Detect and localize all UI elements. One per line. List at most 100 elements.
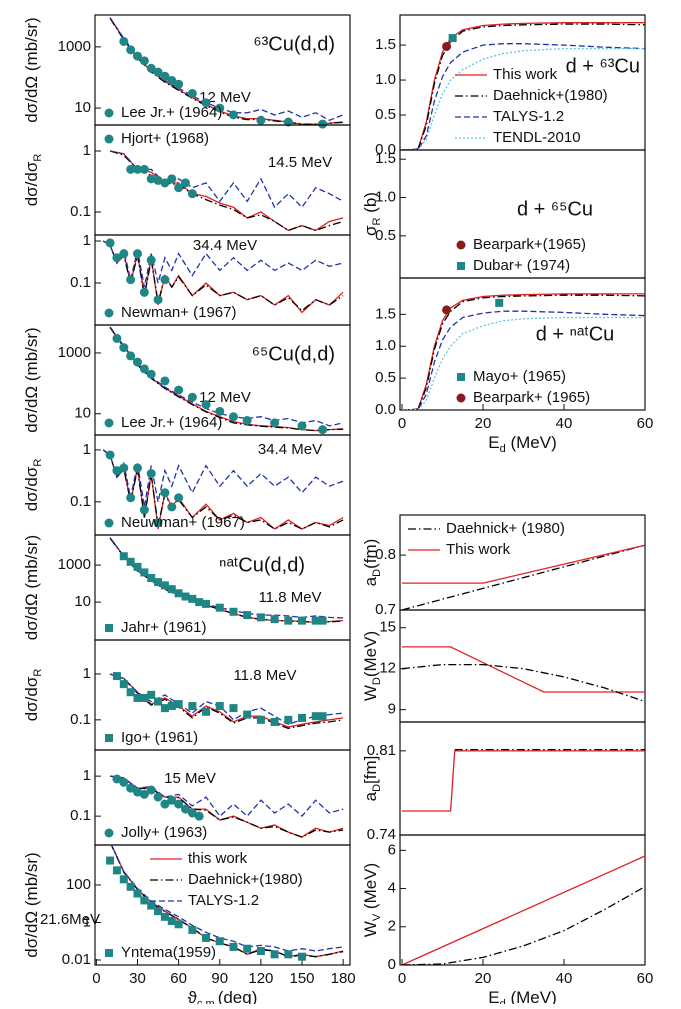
marker xyxy=(154,697,163,706)
marker xyxy=(146,369,156,379)
y-axis-label: dσ/dσR xyxy=(22,459,43,512)
energy-label: 11.8 MeV xyxy=(233,667,296,684)
y-tick-label: 10 xyxy=(74,405,91,422)
marker xyxy=(133,249,142,259)
legend-marker xyxy=(104,418,114,428)
y-tick-label: 15 xyxy=(379,619,396,636)
label-part: R xyxy=(32,459,44,467)
y-axis-label: WD(MeV) xyxy=(361,631,382,701)
label-part: (MeV) xyxy=(506,433,557,452)
panel: 0.5 1.0 1.5 d + ⁶⁵Cu σR (b) xyxy=(361,149,646,279)
y-axis-label: dσ/dΩ (mb/sr) xyxy=(22,17,41,122)
y-tick-label: 9 xyxy=(388,701,396,718)
marker xyxy=(174,589,183,598)
marker xyxy=(146,469,156,479)
marker xyxy=(140,896,149,905)
y-tick-label: 1 xyxy=(83,913,91,930)
legend-label: This work xyxy=(446,541,511,558)
legend-label: Daehnick+(1980) xyxy=(188,871,303,888)
y-axis-label: dσ/dΩ (mb/sr) xyxy=(22,535,41,640)
legend-marker xyxy=(456,240,466,250)
energy-label: 15 MeV xyxy=(164,770,216,787)
curve xyxy=(402,43,645,150)
label-part: (MeV) xyxy=(361,863,380,914)
y-tick-label: 0.0 xyxy=(375,401,396,418)
marker xyxy=(180,804,190,814)
energy-label: 11.8 MeV xyxy=(258,589,321,606)
marker xyxy=(297,421,307,431)
curve xyxy=(402,316,645,410)
y-axis-label: aD(fm) xyxy=(361,539,382,587)
legend-marker xyxy=(105,624,113,632)
label-part: (b) xyxy=(361,192,380,218)
legend-marker xyxy=(105,949,113,957)
marker xyxy=(126,493,136,503)
marker xyxy=(119,343,129,353)
curve xyxy=(102,240,344,288)
frame xyxy=(399,609,646,723)
marker xyxy=(174,799,184,809)
marker xyxy=(442,41,452,51)
y-axis-label: dσ/dσR xyxy=(22,669,43,722)
y-tick-label: 1 xyxy=(83,665,91,682)
marker xyxy=(202,707,211,716)
label-part: E xyxy=(488,433,499,452)
y-tick-label: 12 xyxy=(379,660,396,677)
marker xyxy=(133,463,142,473)
marker xyxy=(112,466,122,476)
y-tick-label: 10 xyxy=(74,593,91,610)
marker xyxy=(105,450,115,460)
x-tick-label: 20 xyxy=(475,970,492,987)
marker xyxy=(154,578,163,587)
curve xyxy=(401,855,645,965)
marker xyxy=(147,901,156,910)
marker xyxy=(188,925,197,934)
y-tick-label: 0.8 xyxy=(375,546,396,563)
energy-label: 34.4 MeV xyxy=(258,441,322,458)
panel: 0.0 0.5 1.0 1.5 d + ⁶³Cu This work Daehnick+(1… xyxy=(375,14,646,274)
label-part: V xyxy=(371,913,383,921)
legend-label: TALYS-1.2 xyxy=(493,108,564,125)
curve xyxy=(102,449,344,530)
legend-marker xyxy=(456,393,466,403)
marker xyxy=(270,950,279,959)
marker xyxy=(139,56,149,66)
label-part: R xyxy=(32,154,44,162)
panel: 0.1 1 15 MeV Jolly+ (1963) xyxy=(70,749,351,846)
y-tick-label: 1.0 xyxy=(375,71,396,88)
y-tick-label: 1000 xyxy=(58,556,91,573)
legend-marker xyxy=(104,518,114,528)
y-axis-label: σR (b) xyxy=(361,192,382,236)
y-tick-label: 1.5 xyxy=(375,150,396,167)
x-axis-label: Ed (MeV) xyxy=(488,988,556,1004)
legend-label: Newman+ (1967) xyxy=(121,304,236,321)
marker xyxy=(202,599,211,608)
marker xyxy=(174,493,184,503)
label-part: d xyxy=(500,443,506,455)
panel: 0.70.8aD(fm)Daehnick+ (1980)This work xyxy=(361,514,646,618)
marker xyxy=(153,518,163,528)
y-tick-label: 0.1 xyxy=(70,493,91,510)
energy-label: 21.6MeV xyxy=(40,911,100,928)
curve xyxy=(109,150,344,232)
y-tick-label: 1.0 xyxy=(375,188,396,205)
marker xyxy=(160,178,170,188)
marker xyxy=(167,174,177,184)
y-tick-label: 1 xyxy=(83,142,91,159)
y-tick-label: 0.0 xyxy=(375,141,396,158)
curve xyxy=(402,294,645,410)
label-part: (MeV) xyxy=(361,631,380,677)
marker xyxy=(133,164,142,174)
marker xyxy=(495,298,504,307)
panel-title: ⁶⁵Cu(d,d) xyxy=(252,343,335,365)
marker xyxy=(106,856,115,865)
marker xyxy=(126,882,135,891)
marker xyxy=(188,594,197,603)
y-tick-label: 10 xyxy=(74,99,91,116)
marker xyxy=(133,51,142,61)
curve xyxy=(110,845,344,958)
curve xyxy=(402,544,645,584)
x-tick-label: 90 xyxy=(211,970,228,987)
marker xyxy=(119,36,129,46)
